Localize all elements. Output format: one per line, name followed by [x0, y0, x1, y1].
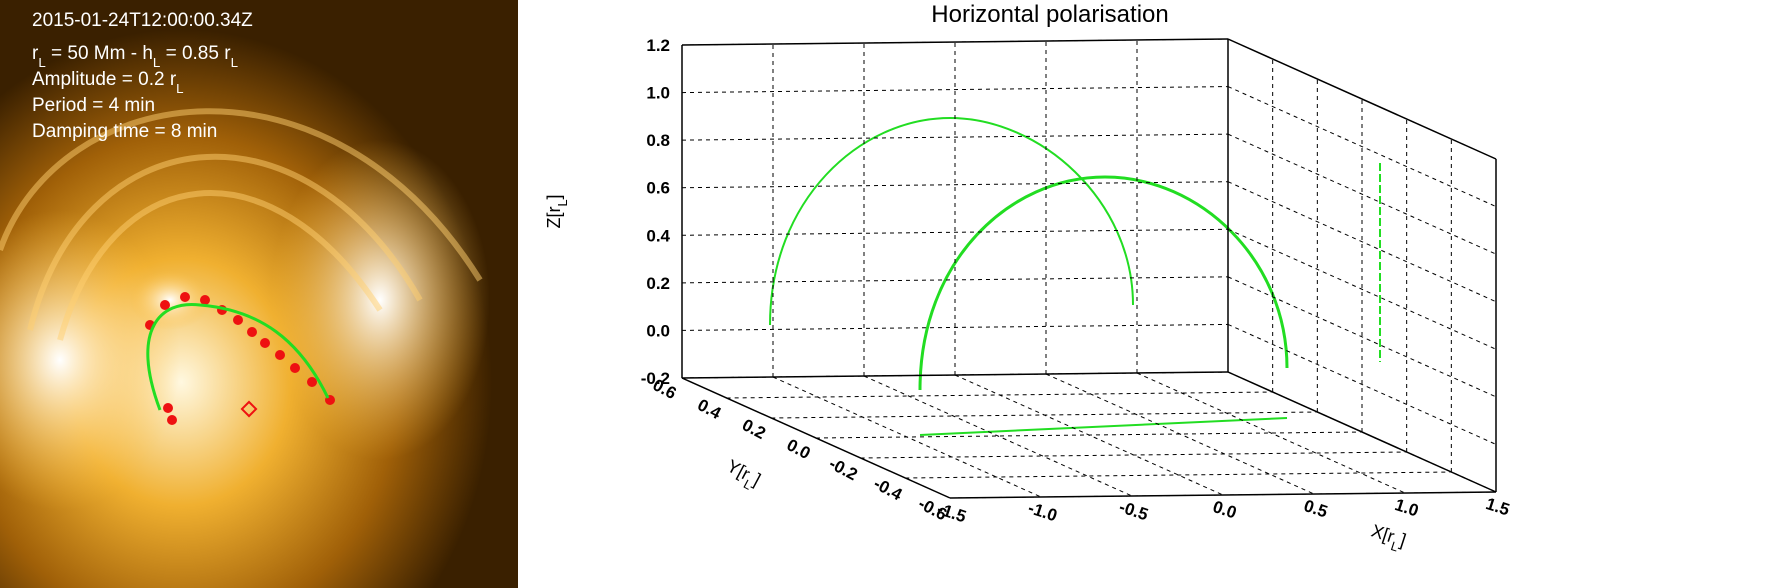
x-tick-label: 0.0: [1211, 497, 1239, 522]
x-tick-label: 1.5: [1484, 494, 1512, 519]
grid-line: [1227, 181, 1497, 303]
y-tick-label: -0.2: [826, 454, 861, 485]
annotation-line-part: L: [38, 55, 45, 70]
grid-line: [681, 323, 1229, 331]
loop-curve: [769, 116, 1134, 326]
grid-line: [771, 411, 1318, 419]
annotation-line-part: Amplitude = 0.2 r: [32, 69, 177, 90]
annotation-line: Period = 4 min: [32, 95, 155, 116]
grid-line: [681, 181, 1229, 189]
y-tick-label: 0.4: [694, 395, 724, 423]
grid-line: [905, 471, 1452, 479]
axis-edge: [1227, 371, 1497, 493]
x-axis-label: X[rL]: [1367, 521, 1408, 557]
annotation-line-part: = 50 Mm - h: [46, 43, 153, 64]
annotation-line-part: = 0.85 r: [160, 43, 231, 64]
grid-line: [681, 86, 1229, 94]
annotation-line-part: L: [231, 55, 238, 70]
loop-curve: [918, 175, 1289, 391]
axis-edge: [949, 491, 1497, 499]
z-axis-label-part: Z[r: [544, 207, 564, 229]
plot-title: Horizontal polarisation: [931, 1, 1168, 28]
x-tick-label: -0.5: [1117, 497, 1151, 524]
grid-line: [1227, 133, 1497, 255]
z-tick-label: 0.8: [646, 131, 670, 150]
grid-line: [1136, 372, 1406, 494]
z-tick-label: 0.6: [646, 179, 670, 198]
annotation-line: 2015-01-24T12:00:00.34Z: [32, 10, 253, 31]
coronal-loops: [0, 108, 483, 341]
axis-edge: [1227, 38, 1497, 160]
z-tick-label: 0.2: [646, 274, 670, 293]
z-axis-label-part: L: [556, 200, 570, 207]
axis-edge: [681, 377, 951, 499]
grid-line: [726, 391, 1273, 399]
x-tick-label: 0.5: [1302, 496, 1330, 521]
grid-line: [863, 375, 1133, 497]
z-tick-label: 1.2: [646, 36, 670, 55]
grid-line: [1227, 228, 1497, 350]
x-tick-label: -1.0: [1026, 498, 1060, 525]
annotation-line: Amplitude = 0.2 rL: [32, 69, 184, 96]
grid-line: [1227, 276, 1497, 398]
z-axis-label: Z[rL]: [544, 194, 570, 228]
y-axis-label: Y[rL]: [721, 456, 764, 495]
x-axis-label-part: L: [1389, 539, 1400, 554]
annotation-line-part: r: [32, 43, 39, 64]
bright-region: [270, 140, 490, 460]
annotation-line-part: L: [153, 55, 160, 70]
grid-line: [1227, 86, 1497, 208]
x-tick-label: 1.0: [1393, 495, 1421, 520]
fitted-loop: [146, 302, 330, 411]
z-tick-label: 0.0: [646, 321, 670, 340]
grid-line: [860, 451, 1407, 459]
grid-line: [1227, 323, 1497, 445]
bright-region: [130, 270, 210, 330]
axis-edge: [681, 371, 1229, 379]
annotation-line: Damping time = 8 min: [32, 121, 217, 142]
z-axis-label-part: ]: [544, 194, 564, 199]
annotation-line-part: 2015-01-24T12:00:00.34Z: [32, 10, 253, 31]
axis-edge: [681, 38, 1229, 46]
x-axis-label-part: ]: [1397, 530, 1408, 551]
annotation-line-part: Damping time = 8 min: [32, 121, 217, 142]
plot-3d: -0.20.00.20.40.60.81.01.2-1.5 -1.0 -0.5 0.0…: [544, 36, 1512, 557]
y-tick-label: 0.0: [784, 435, 814, 463]
marker: [240, 400, 258, 418]
grid-line: [681, 228, 1229, 236]
z-tick-label: 0.4: [646, 226, 670, 245]
annotation-line-part: Period = 4 min: [32, 95, 155, 116]
annotation-line: rL = 50 Mm - hL = 0.85 rL: [32, 43, 238, 70]
loop-projection: [919, 417, 1288, 436]
z-tick-label: 1.0: [646, 84, 670, 103]
y-tick-label: -0.4: [871, 474, 906, 505]
grid-line: [681, 276, 1229, 284]
annotation-line-part: L: [176, 81, 183, 96]
y-tick-label: 0.2: [739, 415, 769, 443]
z-tick-label: -0.2: [641, 369, 670, 388]
grid-line: [1045, 373, 1315, 495]
grid-line: [815, 431, 1363, 439]
grid-line: [681, 133, 1229, 141]
